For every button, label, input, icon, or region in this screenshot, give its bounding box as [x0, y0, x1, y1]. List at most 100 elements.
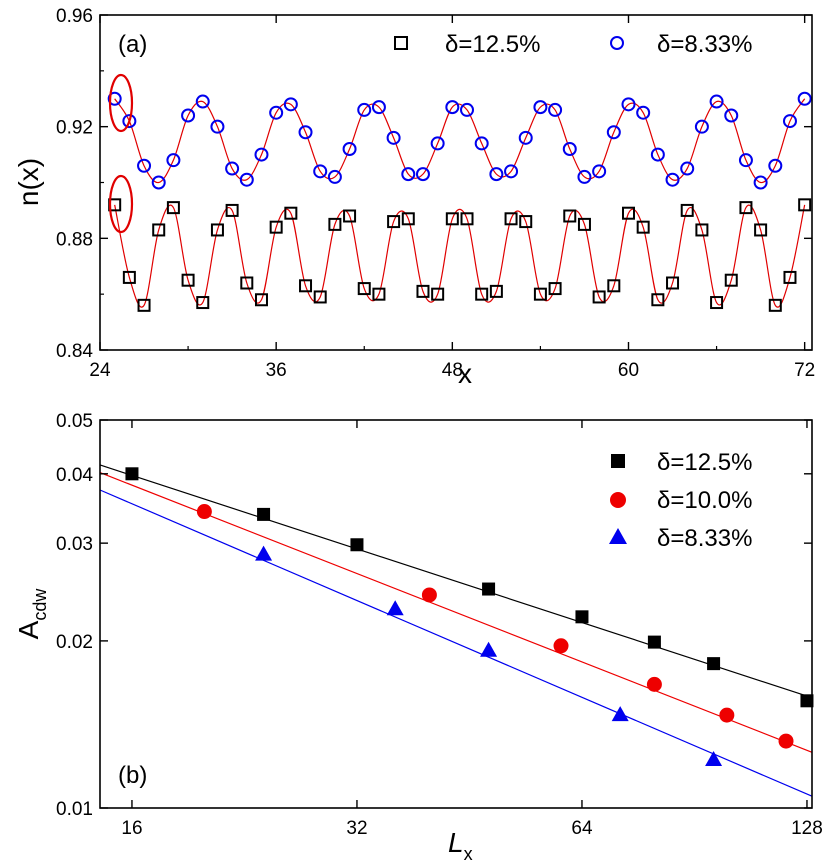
data-point-square — [695, 223, 709, 237]
x-label-main: L — [448, 827, 464, 858]
y-label-subscript: cdw — [30, 588, 50, 621]
data-point-square — [313, 290, 327, 304]
data-point-circle — [719, 707, 735, 723]
data-point-triangle — [255, 545, 273, 561]
data-point-square — [592, 290, 606, 304]
data-point-square — [445, 212, 459, 226]
data-point-square — [416, 284, 430, 298]
data-point-square — [284, 206, 298, 220]
x-tick-label: 64 — [571, 818, 593, 839]
panel-b-label: (b) — [118, 762, 147, 789]
data-point-square — [431, 287, 445, 301]
data-point-circle — [386, 130, 401, 145]
data-point-circle — [225, 161, 240, 176]
data-point-square — [504, 212, 518, 226]
data-point-square — [651, 293, 665, 307]
y-tick-label: 0.04 — [56, 465, 93, 486]
data-point-circle — [548, 102, 563, 117]
data-point-square — [636, 220, 650, 234]
data-point-circle — [621, 97, 636, 112]
legend-marker-filled-triangle — [609, 528, 627, 544]
panel-b: 16 32 64 128 0.01 0.02 0.03 0.04 0.05 (b) Lx Acd… — [13, 411, 823, 864]
data-point-circle — [327, 169, 342, 184]
data-point-square — [533, 287, 547, 301]
data-point-circle — [518, 130, 533, 145]
data-point-circle — [753, 175, 768, 190]
data-point-square — [739, 201, 753, 215]
data-point-circle — [239, 172, 254, 187]
data-point-square — [152, 223, 166, 237]
data-point-triangle — [705, 751, 723, 767]
data-point-circle — [782, 114, 797, 129]
data-point-square — [577, 217, 591, 231]
data-point-circle — [313, 164, 328, 179]
data-point-square — [621, 206, 635, 220]
x-tick-label: 48 — [442, 360, 463, 381]
legend-label-delta-10-0: δ=10.0% — [657, 487, 752, 514]
data-point-square — [680, 203, 694, 217]
data-point-square — [299, 279, 313, 293]
data-point-square — [181, 273, 195, 287]
data-point-circle — [533, 100, 548, 115]
panel-a-ticks: 24 36 48 60 72 0.84 0.88 0.92 0.96 — [56, 6, 815, 381]
x-tick-label: 128 — [791, 818, 823, 839]
legend-marker-filled-circle — [610, 492, 626, 508]
panel-b-points — [125, 467, 814, 767]
data-point-circle — [357, 102, 372, 117]
data-point-square — [225, 203, 239, 217]
data-point-square — [240, 276, 254, 290]
panel-b-x-axis-label: Lx — [448, 827, 473, 864]
data-point-circle — [122, 114, 137, 129]
data-point-square — [548, 282, 562, 296]
data-point-square — [519, 215, 533, 229]
data-point-circle — [445, 100, 460, 115]
data-point-circle — [196, 504, 212, 520]
data-point-square — [754, 223, 768, 237]
legend-label-delta-8-33: δ=8.33% — [657, 525, 752, 552]
data-point-square — [401, 212, 415, 226]
data-point-square — [460, 212, 474, 226]
y-tick-label: 0.03 — [56, 534, 93, 555]
highlight-ellipse-blue-series — [108, 73, 134, 133]
data-point-circle — [738, 153, 753, 168]
data-point-circle — [181, 108, 196, 123]
y-tick-label: 0.02 — [56, 632, 93, 653]
data-point-circle — [778, 733, 794, 749]
data-point-circle — [460, 102, 475, 117]
panel-b-legend: δ=12.5% δ=10.0% δ=8.33% — [609, 449, 752, 552]
data-point-square — [269, 220, 283, 234]
data-point-square — [166, 201, 180, 215]
legend-label-delta-12-5: δ=12.5% — [445, 31, 540, 58]
data-point-circle — [415, 167, 430, 182]
highlight-ellipse-black-series — [108, 174, 134, 234]
y-tick-label: 0.96 — [56, 6, 93, 27]
panel-b-fit-lines — [99, 464, 813, 797]
data-point-circle — [592, 164, 607, 179]
data-point-square — [575, 610, 589, 624]
panel-a-highlight-ellipses — [108, 73, 134, 234]
x-tick-label: 72 — [794, 360, 815, 381]
panel-a-y-axis-label: n(x) — [13, 158, 44, 206]
data-point-circle — [724, 108, 739, 123]
fit-line-series-2 — [99, 489, 813, 797]
panel-a-points — [107, 91, 812, 312]
panel-b-y-axis-label: Acdw — [13, 588, 50, 640]
data-point-circle — [665, 172, 680, 187]
legend-label-delta-8-33: δ=8.33% — [657, 31, 752, 58]
data-point-circle — [254, 147, 269, 162]
panel-b-ticks: 16 32 64 128 0.01 0.02 0.03 0.04 0.05 — [56, 411, 823, 839]
data-point-circle — [371, 100, 386, 115]
data-point-square — [196, 296, 210, 310]
data-point-circle — [606, 125, 621, 140]
panel-a-legend: δ=12.5% δ=8.33% — [394, 31, 752, 58]
data-point-square — [489, 284, 503, 298]
y-tick-label: 0.88 — [56, 229, 93, 250]
data-point-circle — [553, 638, 569, 654]
data-point-triangle — [386, 600, 404, 616]
data-point-square — [647, 635, 661, 649]
data-point-circle — [636, 105, 651, 120]
fit-line-series-1 — [99, 472, 813, 753]
data-point-square — [328, 217, 342, 231]
legend-marker-open-circle — [610, 36, 624, 50]
